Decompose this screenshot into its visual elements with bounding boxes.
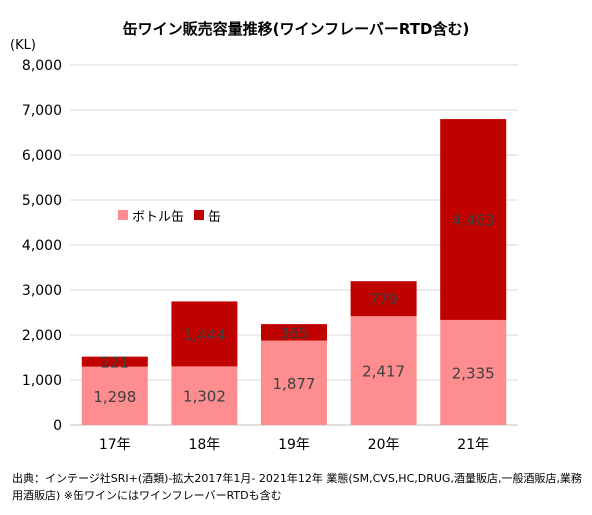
- data-label: 1,298: [93, 388, 136, 406]
- bar-can: [440, 119, 507, 320]
- legend-swatch-bottle: [118, 210, 128, 220]
- y-tick-label: 1,000: [22, 373, 62, 389]
- data-label: 221: [100, 354, 129, 372]
- bar-can: [81, 356, 148, 367]
- y-tick-label: 6,000: [22, 148, 62, 164]
- legend-label-can: 缶: [208, 209, 222, 225]
- bar-can: [350, 281, 417, 317]
- legend-swatch-can: [194, 210, 205, 220]
- x-tick-label: 19年: [278, 437, 310, 453]
- legend-item-bottle: ボトル缶: [118, 206, 184, 225]
- data-label: 2,417: [362, 363, 405, 381]
- data-label: 1,444: [183, 326, 226, 344]
- data-label: 365: [280, 324, 309, 342]
- y-tick-label: 8,000: [22, 58, 62, 74]
- bar-can: [261, 324, 327, 341]
- y-tick-label: 4,000: [22, 238, 62, 254]
- stacked-bar-chart: 0 1,000 2,000 3,000 4,000 5,000 6,000 7,000 8,00…: [22, 58, 518, 453]
- x-tick-label: 20年: [368, 437, 400, 453]
- legend-item-can: 缶: [194, 206, 221, 225]
- bar-can: [171, 301, 238, 367]
- bar-bottle: [171, 366, 238, 425]
- data-label: 2,335: [452, 364, 495, 382]
- legend: ボトル缶 缶: [110, 202, 230, 228]
- source-note: 出典：インテージ社SRI+(酒類)-拡大2017年1月- 2021年12年 業態…: [12, 472, 582, 502]
- y-tick-label: 3,000: [22, 283, 62, 299]
- x-tick-label: 21年: [457, 437, 489, 453]
- y-tick-label: 7,000: [22, 103, 62, 119]
- y-tick-label: 5,000: [22, 193, 62, 209]
- data-label: 4,463: [452, 212, 495, 230]
- x-tick-label: 18年: [188, 437, 220, 453]
- bar-bottle: [261, 340, 327, 425]
- bar-bottle: [440, 319, 507, 425]
- data-label: 1,302: [183, 388, 226, 406]
- bar-bottle: [350, 316, 417, 425]
- data-label: 779: [369, 291, 398, 309]
- y-tick-label: 0: [53, 418, 62, 434]
- y-axis-unit: (KL): [10, 38, 36, 53]
- legend-label-bottle: ボトル缶: [132, 209, 185, 225]
- x-tick-label: 17年: [99, 437, 131, 453]
- chart-title: 缶ワイン販売容量推移(ワインフレーバーRTD含む): [122, 20, 470, 38]
- bar-bottle: [81, 366, 148, 425]
- y-tick-label: 2,000: [22, 328, 62, 344]
- data-label: 1,877: [273, 375, 316, 393]
